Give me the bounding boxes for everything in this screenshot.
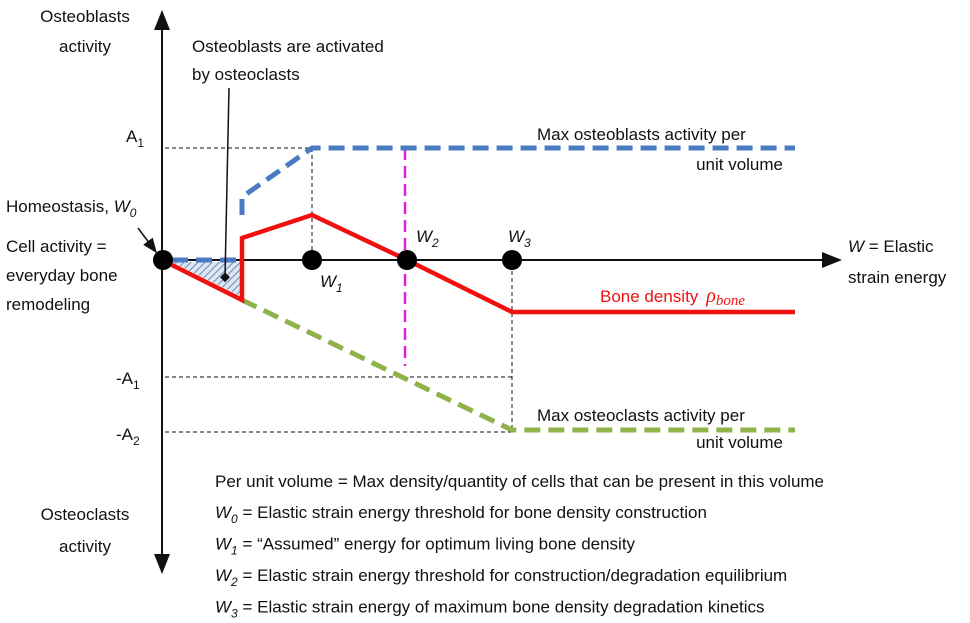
cell-activity: Cell activity =	[6, 237, 107, 256]
legend-text: = Elastic strain energy threshold for bo…	[238, 503, 707, 522]
annotation-diamond	[220, 272, 230, 283]
curve-label: unit volume	[696, 433, 783, 452]
legend-symbol: W	[215, 503, 233, 522]
point-symbol: W	[416, 227, 434, 246]
legend-symbol: W	[215, 598, 233, 617]
level-sub: 1	[133, 378, 140, 392]
bone-density-text: Bone density	[600, 287, 699, 306]
legend-sub: 3	[231, 607, 238, 621]
point-label: W3	[508, 227, 531, 250]
hatched-area	[172, 262, 240, 296]
legend-sub: 0	[231, 512, 238, 526]
legend-item: W1 = “Assumed” energy for optimum living…	[215, 535, 636, 558]
curve-label: Bone density ρbone	[600, 285, 745, 309]
point-sub: 1	[336, 281, 343, 295]
annotation-pointer	[224, 87, 230, 279]
bone-density-symbol: ρ	[705, 285, 716, 307]
homeostasis-arrow	[137, 227, 157, 254]
legend-text: = Elastic strain energy threshold for co…	[238, 566, 788, 585]
legend-text: = “Assumed” energy for optimum living bo…	[238, 535, 636, 554]
level-sub: 2	[133, 434, 140, 448]
x-label: strain energy	[848, 268, 947, 287]
x-label: W = Elastic	[848, 237, 934, 256]
legend-item: W0 = Elastic strain energy threshold for…	[215, 503, 707, 526]
points	[153, 250, 522, 270]
level-main: -A	[116, 425, 134, 444]
point-symbol: W	[320, 272, 338, 291]
cell-activity: remodeling	[6, 295, 90, 314]
homeostasis-sub: 0	[130, 206, 137, 220]
legend: W0 = Elastic strain energy threshold for…	[215, 503, 787, 621]
point-label: W2	[416, 227, 439, 250]
level-label: -A2	[116, 425, 140, 448]
level-sub: 1	[137, 136, 144, 150]
y-top-label: Osteoblasts	[40, 7, 130, 26]
y-bottom-label: activity	[59, 537, 111, 556]
homeostasis-symbol: W	[114, 197, 132, 216]
osteoclasts-curve	[240, 297, 795, 433]
curve-label: Max osteoblasts activity per	[537, 125, 746, 144]
annotation: by osteoclasts	[192, 65, 300, 84]
legend-symbol: W	[215, 566, 233, 585]
legend-sub: 2	[230, 575, 238, 589]
bone-density-sub: bone	[716, 293, 746, 309]
point-label: W1	[320, 272, 343, 295]
point-symbol: W	[508, 227, 526, 246]
y-top-label: activity	[59, 37, 111, 56]
curve-label: Max osteoclasts activity per	[537, 406, 745, 425]
homeostasis-text: Homeostasis,	[6, 197, 114, 216]
osteoblasts-curve	[239, 145, 795, 215]
point-sub: 3	[524, 236, 531, 250]
legend-sub: 1	[231, 544, 238, 558]
point-sub: 2	[431, 236, 439, 250]
legend-symbol: W	[215, 535, 233, 554]
legend-text: = Elastic strain energy of maximum bone …	[238, 598, 765, 617]
legend-item: W2 = Elastic strain energy threshold for…	[215, 566, 787, 589]
curve-label: unit volume	[696, 155, 783, 174]
cell-activity: everyday bone	[6, 266, 118, 285]
level-main: -A	[116, 369, 134, 388]
level-label: -A1	[116, 369, 140, 392]
annotation: Osteoblasts are activated	[192, 37, 384, 56]
level-main: A	[126, 127, 138, 146]
legend-item: W3 = Elastic strain energy of maximum bo…	[215, 598, 765, 621]
bone-density-curve	[160, 212, 795, 315]
legend-intro: Per unit volume = Max density/quantity o…	[215, 472, 824, 491]
homeostasis-label: Homeostasis, W0	[6, 197, 137, 220]
level-label: A1	[126, 127, 144, 150]
y-bottom-label: Osteoclasts	[41, 505, 130, 524]
x-label-text: = Elastic	[864, 237, 934, 256]
x-label-symbol: W	[848, 237, 866, 256]
